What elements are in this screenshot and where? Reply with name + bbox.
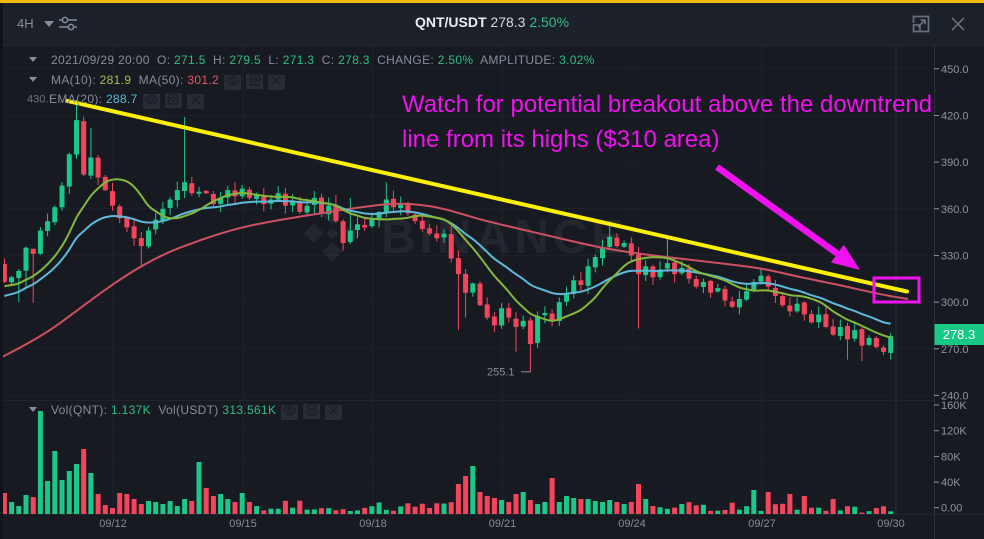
svg-text:0.00: 0.00 bbox=[941, 503, 962, 515]
svg-text:360.0: 360.0 bbox=[941, 204, 969, 216]
svg-text:120K: 120K bbox=[941, 426, 967, 438]
svg-text:160K: 160K bbox=[941, 400, 967, 412]
svg-text:390.0: 390.0 bbox=[941, 157, 969, 169]
svg-text:300.0: 300.0 bbox=[941, 297, 969, 309]
svg-text:420.0: 420.0 bbox=[941, 111, 969, 123]
svg-text:09/24: 09/24 bbox=[618, 518, 646, 530]
svg-text:09/12: 09/12 bbox=[99, 518, 127, 530]
svg-text:450.0: 450.0 bbox=[941, 64, 969, 76]
svg-text:278.3: 278.3 bbox=[943, 327, 976, 342]
svg-text:09/15: 09/15 bbox=[229, 518, 257, 530]
svg-text:80K: 80K bbox=[941, 451, 961, 463]
svg-text:09/30: 09/30 bbox=[877, 518, 905, 530]
svg-text:240.0: 240.0 bbox=[941, 390, 969, 402]
svg-text:40K: 40K bbox=[941, 477, 961, 489]
svg-text:09/21: 09/21 bbox=[489, 518, 517, 530]
svg-text:09/18: 09/18 bbox=[359, 518, 387, 530]
svg-text:09/27: 09/27 bbox=[748, 518, 776, 530]
svg-text:255.1: 255.1 bbox=[487, 367, 515, 379]
svg-text:270.0: 270.0 bbox=[941, 344, 969, 356]
svg-text:330.0: 330.0 bbox=[941, 250, 969, 262]
svg-text:430.: 430. bbox=[27, 94, 48, 106]
